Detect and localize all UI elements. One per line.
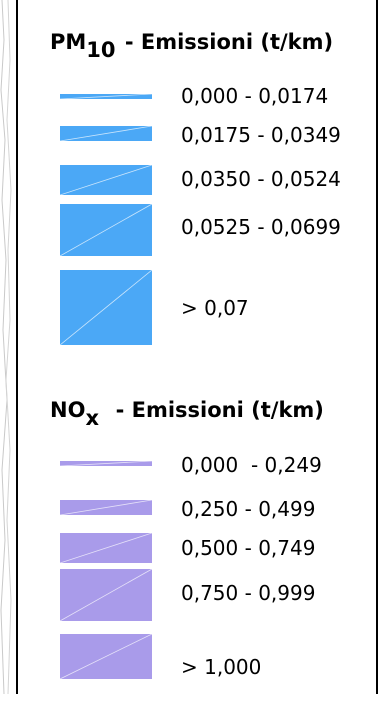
pm10-class-symbol-3 [60, 165, 152, 195]
pollutant-name: NO [50, 398, 86, 422]
pm10-class-label-2: 0,0175 - 0,0349 [181, 123, 341, 147]
legend-frame-left [16, 0, 18, 694]
pm10-class-label-3: 0,0350 - 0,0524 [181, 167, 341, 191]
nox-class-symbol-3 [60, 533, 152, 563]
topographic-lines [0, 0, 12, 694]
nox-class-symbol-4 [60, 569, 152, 621]
pollutant-name: PM [50, 30, 87, 54]
pm10-class-label-1: 0,000 - 0,0174 [181, 84, 329, 108]
legend-title-nox: NOx - Emissioni (t/km) [50, 398, 324, 430]
pm10-class-label-5: > 0,07 [181, 296, 249, 320]
pm10-class-symbol-5 [60, 270, 152, 345]
pm10-class-symbol-1 [60, 94, 152, 99]
pollutant-subscript: x [85, 406, 99, 430]
nox-class-symbol-2 [60, 500, 152, 515]
pm10-class-symbol-4 [60, 204, 152, 256]
nox-class-label-2: 0,250 - 0,499 [181, 497, 316, 521]
legend-title-units: - Emissioni (t/km) [100, 398, 324, 422]
pm10-class-symbol-2 [60, 126, 152, 141]
nox-class-label-5: > 1,000 [181, 655, 262, 679]
nox-class-label-3: 0,500 - 0,749 [181, 536, 316, 560]
legend-title-pm10: PM10 - Emissioni (t/km) [50, 30, 334, 62]
nox-class-label-1: 0,000 - 0,249 [181, 453, 322, 477]
pm10-class-label-4: 0,0525 - 0,0699 [181, 215, 341, 239]
nox-class-symbol-1 [60, 461, 152, 466]
legend-frame-bottom [12, 694, 383, 710]
pollutant-subscript: 10 [86, 38, 116, 62]
legend-title-units: - Emissioni (t/km) [117, 30, 334, 54]
legend-frame-right [376, 0, 378, 694]
nox-class-label-4: 0,750 - 0,999 [181, 581, 316, 605]
nox-class-symbol-5 [60, 634, 152, 679]
map-edge [0, 0, 12, 694]
